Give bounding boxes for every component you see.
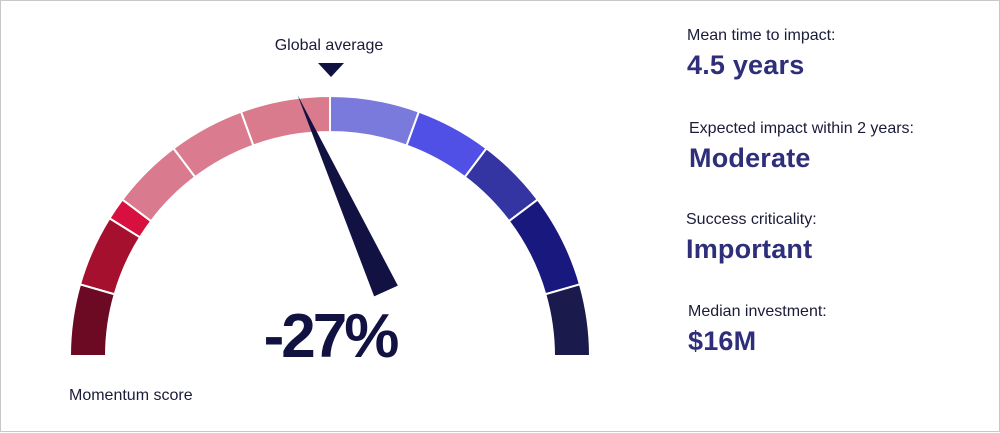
global-average-label: Global average [275, 37, 384, 54]
metric-success-criticality: Success criticality: Important [686, 210, 817, 266]
gauge-needle [297, 95, 398, 297]
metric-value: 4.5 years [687, 50, 805, 80]
gauge-segment [329, 94, 421, 147]
metric-label: Expected impact within 2 years: [689, 120, 914, 137]
metric-value: Moderate [689, 143, 811, 173]
global-average-marker-icon [318, 63, 344, 77]
metric-label: Success criticality: [686, 211, 817, 228]
gauge-segment [507, 198, 582, 296]
momentum-value: -27% [264, 302, 399, 371]
metric-label: Median investment: [688, 303, 827, 320]
metric-value: $16M [688, 326, 757, 356]
gauge-segments [68, 94, 592, 357]
metric-value: Important [686, 234, 813, 264]
gauge-segment [68, 283, 116, 357]
momentum-gauge: Global average -27% Momentum score [68, 37, 592, 404]
metric-median-investment: Median investment: $16M [688, 302, 827, 358]
metric-expected-impact: Expected impact within 2 years: Moderate [689, 119, 914, 175]
metric-mean-time-to-impact: Mean time to impact: 4.5 years [687, 26, 836, 82]
gauge-segment [544, 283, 592, 357]
metric-label: Mean time to impact: [687, 27, 836, 44]
momentum-score-label: Momentum score [69, 387, 193, 404]
